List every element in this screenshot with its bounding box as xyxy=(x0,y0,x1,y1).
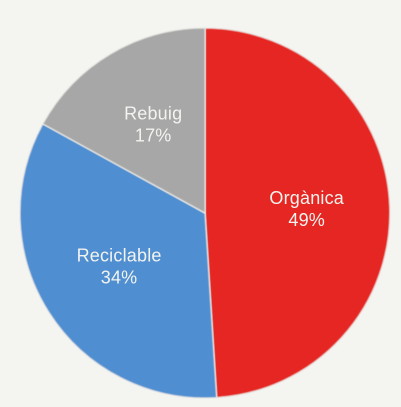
slice-label-value: 49% xyxy=(288,210,325,230)
slice-label-name: Orgànica xyxy=(269,188,344,208)
slice-label-value: 34% xyxy=(101,268,138,288)
pie-slice-rebuig xyxy=(42,27,206,214)
slice-label-value: 17% xyxy=(135,125,172,145)
pie-slices xyxy=(19,27,391,399)
slice-label-name: Rebuig xyxy=(124,103,182,123)
pie-slice-org-nica xyxy=(204,27,391,399)
slice-label-name: Reciclable xyxy=(77,246,162,266)
